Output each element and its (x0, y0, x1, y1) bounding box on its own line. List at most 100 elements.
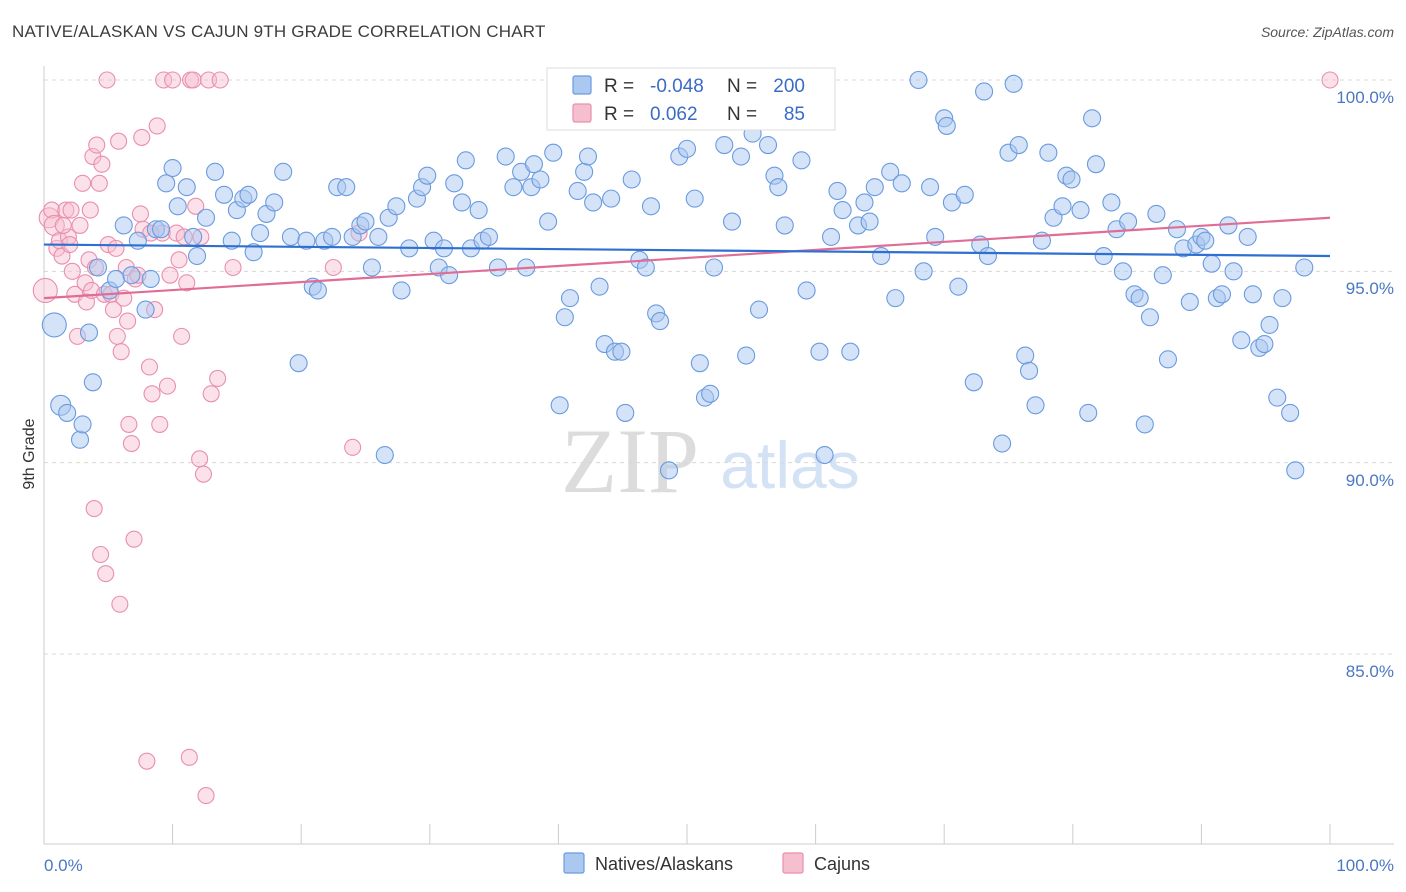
x-tick-label-max: 100.0% (1336, 856, 1394, 875)
native-point (828, 181, 847, 201)
native-point (964, 373, 983, 392)
series-legend: Natives/Alaskans Cajuns (563, 852, 870, 874)
cajun-point (92, 545, 110, 564)
cajun-point (173, 327, 191, 345)
cajun-point (110, 132, 128, 150)
native-point (1083, 109, 1102, 128)
native-trend-line (43, 243, 1331, 258)
native-point (83, 373, 102, 392)
y-tick-label-85: 85.0% (1346, 662, 1394, 681)
cajun-point (81, 201, 99, 219)
cajun-point (138, 752, 156, 770)
cajun-point (1321, 71, 1339, 89)
native-point (524, 155, 544, 174)
cajun-point (107, 239, 125, 257)
native-point (578, 147, 598, 166)
native-point (1071, 201, 1090, 220)
cajun-point (148, 117, 166, 135)
native-point (636, 258, 655, 277)
stats-legend: R = -0.048 N = 200 R = 0.062 N = 85 (546, 67, 836, 131)
cajun-point (32, 277, 58, 304)
cajun-point (104, 301, 122, 319)
cajun-trend-line (43, 216, 1331, 300)
native-point (860, 212, 879, 231)
native-point (690, 354, 709, 373)
cajun-point (209, 369, 227, 388)
native-point (369, 227, 388, 246)
native-point (1232, 331, 1251, 350)
native-point (1004, 74, 1023, 93)
stats-n-label-cajuns: N = (727, 104, 757, 125)
native-point (387, 197, 406, 216)
cajun-point (151, 415, 169, 433)
native-point (469, 201, 488, 220)
cajun-point (43, 201, 61, 219)
native-point (1158, 350, 1178, 369)
cajun-point (170, 251, 188, 269)
native-point (136, 300, 155, 319)
native-point (205, 162, 225, 181)
native-point (250, 224, 270, 243)
native-point (41, 312, 67, 338)
native-point (775, 216, 794, 235)
trend-lines (43, 216, 1331, 300)
native-point (975, 82, 994, 101)
native-point (821, 227, 841, 246)
cajun-point (43, 214, 65, 236)
native-point (58, 403, 77, 422)
native-point (568, 181, 587, 201)
native-point (88, 258, 108, 277)
native-point (308, 281, 327, 300)
native-point (1268, 388, 1287, 407)
native-point (749, 300, 769, 319)
native-point (1196, 231, 1215, 250)
cajun-point (131, 205, 149, 223)
cajun-point (112, 343, 130, 361)
source-credit: Source: ZipAtlas.com (1260, 24, 1394, 40)
native-point (602, 189, 621, 208)
native-point (1153, 266, 1172, 285)
cajun-point (133, 128, 151, 146)
native-point (1119, 212, 1138, 231)
legend-swatch-natives (563, 852, 585, 874)
cajun-point (140, 358, 159, 376)
legend-swatch-cajuns (782, 852, 804, 874)
native-point (1180, 292, 1199, 311)
stats-r-label-cajuns: R = (604, 104, 634, 125)
native-point (1135, 415, 1154, 434)
grid-lines (44, 79, 1394, 655)
native-point (452, 193, 472, 212)
native-point (531, 170, 550, 189)
watermark-zip: ZIP (561, 410, 699, 512)
native-point (792, 151, 811, 170)
native-point (560, 289, 580, 308)
native-point (1281, 403, 1300, 422)
cajun-point (161, 266, 179, 284)
cajun-point (85, 500, 103, 518)
native-point (704, 258, 724, 277)
native-point (1079, 403, 1098, 422)
native-point (356, 212, 375, 231)
chart-title: NATIVE/ALASKAN VS CAJUN 9TH GRADE CORREL… (12, 22, 546, 41)
stats-legend-swatch-cajuns (572, 103, 592, 123)
cajun-point (164, 71, 182, 89)
native-point (539, 212, 558, 231)
native-point (274, 162, 293, 181)
native-point (1273, 289, 1292, 308)
native-point (1094, 246, 1113, 266)
native-point (297, 231, 316, 250)
native-point (612, 342, 631, 361)
native-point (122, 266, 141, 285)
native-point (949, 277, 968, 296)
native-point (1140, 308, 1160, 327)
cajun-point (119, 312, 137, 330)
native-point (1147, 204, 1166, 223)
native-point (575, 162, 594, 181)
native-point (841, 342, 860, 361)
native-point (157, 174, 176, 193)
cajun-point (200, 71, 218, 89)
native-point (496, 147, 515, 166)
cajun-point (120, 415, 138, 433)
native-point (544, 143, 563, 162)
native-point (914, 262, 933, 281)
